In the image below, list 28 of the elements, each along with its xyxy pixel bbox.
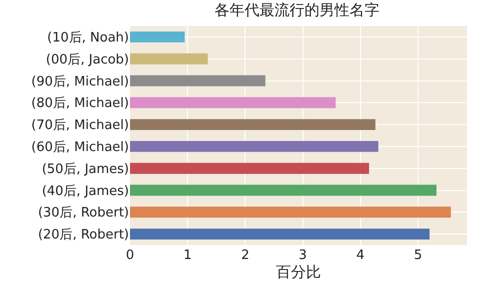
x-tick-label: 5 — [414, 248, 422, 263]
x-axis-title: 百分比 — [276, 263, 321, 281]
bar — [130, 184, 436, 196]
x-tick-label: 2 — [241, 248, 250, 263]
y-tick-label: (40后, James) — [42, 184, 129, 199]
bar — [130, 31, 185, 42]
y-tick-label: (80后, Michael) — [31, 96, 129, 112]
y-tick-label: (60后, Michael) — [31, 140, 129, 155]
y-tick-label: (70后, Michael) — [31, 118, 129, 134]
bar — [130, 206, 451, 218]
x-tick-label: 3 — [298, 248, 307, 263]
chart-title: 各年代最流行的男性名字 — [214, 0, 380, 19]
y-tick-label: (20后, Robert) — [38, 228, 129, 243]
bar — [130, 119, 376, 130]
bar — [130, 162, 370, 174]
y-tick-label: (90后, Michael) — [31, 74, 129, 90]
bar — [130, 53, 208, 64]
x-tick-label: 4 — [356, 248, 365, 263]
y-tick-label: (50后, James) — [42, 162, 129, 177]
y-tick-label: (10后, Noah) — [47, 30, 129, 46]
x-tick-label: 1 — [183, 248, 192, 263]
bar — [130, 97, 336, 108]
y-tick-label: (00后, Jacob) — [46, 52, 129, 68]
bar — [130, 228, 430, 240]
bar — [130, 140, 378, 152]
x-tick-label: 0 — [126, 248, 134, 263]
y-tick-label: (30后, Robert) — [38, 206, 129, 221]
bar — [130, 75, 266, 86]
